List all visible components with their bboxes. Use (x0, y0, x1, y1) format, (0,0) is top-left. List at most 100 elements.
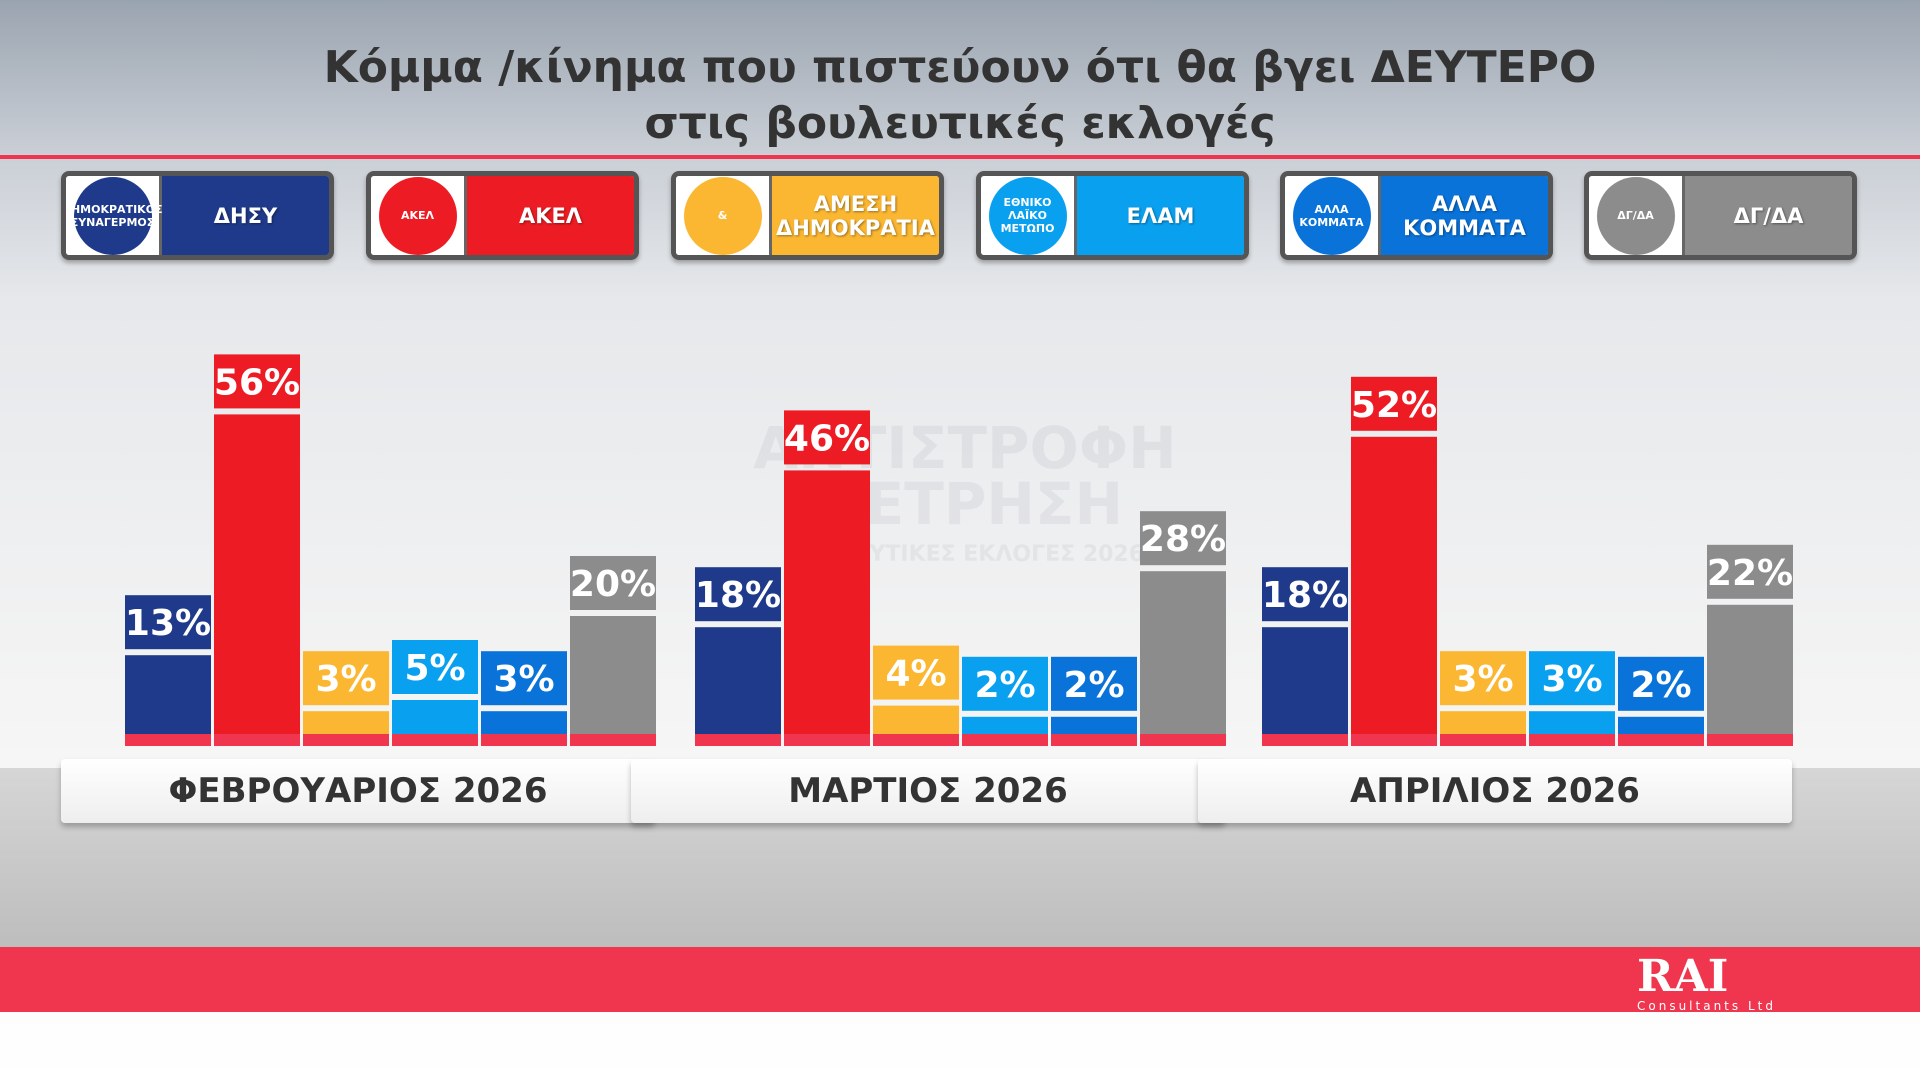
bar-base (784, 734, 870, 746)
logo-text: ΑΛΛΑ ΚΟΜΜΑΤΑ (1292, 176, 1371, 255)
data-label: 18% (695, 575, 781, 616)
legend-label: ΔΗΣΥ (162, 176, 329, 255)
bar-base (1707, 734, 1793, 746)
data-label: 3% (315, 659, 376, 700)
bar (125, 655, 211, 738)
bar (481, 711, 567, 738)
legend-label: ΑΛΛΑ ΚΟΜΜΑΤΑ (1381, 176, 1548, 255)
period-label: ΦΕΒΡΟΥΑΡΙΟΣ 2026 (61, 759, 655, 823)
data-label-box (1262, 567, 1348, 622)
data-label-box (873, 645, 959, 700)
data-label-box (1618, 656, 1704, 711)
bar-base (303, 734, 389, 746)
period-label: ΑΠΡΙΛΙΟΣ 2026 (1198, 759, 1792, 823)
bar (1051, 716, 1137, 738)
brand-name: RAI (1637, 951, 1729, 1002)
party-logo-icon: & (676, 176, 772, 255)
divider (0, 155, 1920, 159)
bar (1707, 604, 1793, 738)
data-label: 3% (1541, 659, 1602, 700)
party-logo-icon: ΔΓ/ΔΑ (1589, 176, 1685, 255)
data-label-box (214, 354, 300, 409)
bar (784, 470, 870, 738)
legend-item: ΑΛΛΑ ΚΟΜΜΑΤΑ ΑΛΛΑ ΚΟΜΜΑΤΑ (1280, 171, 1553, 260)
party-logo-icon: ΕΘΝΙΚΟ ΛΑΪΚΟ ΜΕΤΩΠΟ (981, 176, 1077, 255)
bar (1529, 711, 1615, 738)
bar-base (1440, 734, 1526, 746)
logo-text: ΕΘΝΙΚΟ ΛΑΪΚΟ ΜΕΤΩΠΟ (988, 176, 1067, 255)
legend-item: ΔΗΜΟΚΡΑΤΙΚΟΣ ΣΥΝΑΓΕΡΜΟΣ ΔΗΣΥ (61, 171, 334, 260)
legend-item: ΕΘΝΙΚΟ ΛΑΪΚΟ ΜΕΤΩΠΟ ΕΛΑΜ (976, 171, 1249, 260)
data-label: 2% (1063, 665, 1124, 706)
data-label: 22% (1707, 553, 1793, 594)
bar-base (1262, 734, 1348, 746)
bar-base (392, 734, 478, 746)
data-label: 20% (570, 564, 656, 605)
data-label-box (1529, 651, 1615, 706)
bar (695, 627, 781, 738)
legend-label: ΔΓ/ΔΑ (1685, 176, 1852, 255)
legend-item: ΑΚΕΛ ΑΚΕΛ (366, 171, 639, 260)
data-label: 46% (784, 418, 870, 459)
data-label-box (962, 656, 1048, 711)
bar (392, 700, 478, 738)
data-label: 5% (404, 648, 465, 689)
data-label-box (303, 651, 389, 706)
bar (303, 711, 389, 738)
bar-base (1351, 734, 1437, 746)
bar-base (214, 734, 300, 746)
bar (1262, 627, 1348, 738)
data-label-box (1440, 651, 1526, 706)
data-label-box (481, 651, 567, 706)
bar-base (570, 734, 656, 746)
data-label: 2% (974, 665, 1035, 706)
data-label-box (784, 410, 870, 465)
brand-logo: RAI Consultants Ltd (1637, 955, 1776, 1014)
legend-item: & ΑΜΕΣΗ ΔΗΜΟΚΡΑΤΙΑ (671, 171, 944, 260)
bar-base (1051, 734, 1137, 746)
data-label: 28% (1140, 519, 1226, 560)
data-label-box (570, 556, 656, 610)
bar-base (873, 734, 959, 746)
data-label: 52% (1351, 385, 1437, 426)
party-logo-icon: ΑΚΕΛ (371, 176, 467, 255)
data-label-box (1707, 544, 1793, 599)
bar (873, 705, 959, 738)
bar (1618, 716, 1704, 738)
bar-base (962, 734, 1048, 746)
data-label: 3% (493, 659, 554, 700)
logo-text: ΔΗΜΟΚΡΑΤΙΚΟΣ ΣΥΝΑΓΕΡΜΟΣ (66, 176, 163, 255)
bar-base (125, 734, 211, 746)
legend-label: ΕΛΑΜ (1077, 176, 1244, 255)
data-label-box (125, 595, 211, 650)
data-label-box (392, 640, 478, 694)
data-label: 56% (214, 362, 300, 403)
logo-text: ΑΚΕΛ (378, 176, 457, 255)
data-label-box (695, 567, 781, 622)
data-label-box (1140, 511, 1226, 566)
data-label-box (1051, 656, 1137, 711)
party-logo-icon: ΑΛΛΑ ΚΟΜΜΑΤΑ (1285, 176, 1381, 255)
page-title: Κόμμα /κίνημα που πιστεύουν ότι θα βγει … (0, 40, 1920, 152)
logo-text: ΔΓ/ΔΑ (1596, 176, 1675, 255)
bar-base (1140, 734, 1226, 746)
title-line-2: στις βουλευτικές εκλογές (644, 98, 1276, 149)
footer-band (0, 947, 1920, 1012)
data-label: 18% (1262, 575, 1348, 616)
data-label-box (1351, 376, 1437, 431)
data-label: 3% (1452, 659, 1513, 700)
title-line-1: Κόμμα /κίνημα που πιστεύουν ότι θα βγει … (323, 42, 1597, 93)
bar (1440, 711, 1526, 738)
bar-base (695, 734, 781, 746)
bar-base (481, 734, 567, 746)
period-label: ΜΑΡΤΙΟΣ 2026 (631, 759, 1225, 823)
bar-base (1529, 734, 1615, 746)
data-label: 2% (1630, 665, 1691, 706)
bar-base (1618, 734, 1704, 746)
bar (214, 414, 300, 738)
legend-label: ΑΚΕΛ (467, 176, 634, 255)
data-label: 4% (885, 654, 946, 695)
bar (1351, 436, 1437, 738)
bar (1140, 571, 1226, 738)
